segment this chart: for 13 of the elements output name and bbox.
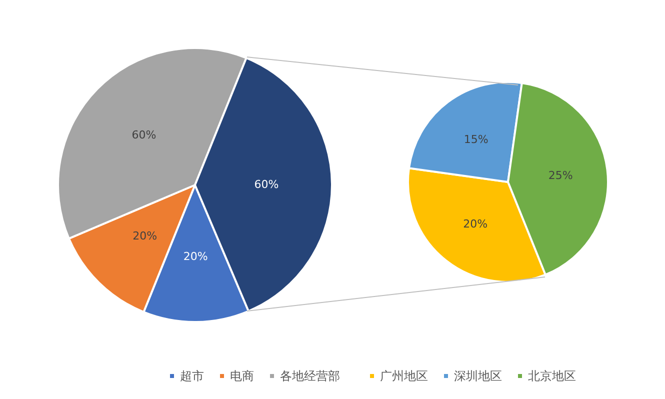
legend-label: 电商	[230, 369, 254, 383]
data-label: 25%	[548, 169, 573, 182]
legend-label: 各地经营部	[280, 369, 340, 383]
data-label: 15%	[464, 133, 488, 146]
data-label: 60%	[254, 178, 279, 191]
legend-label: 深圳地区	[454, 369, 502, 383]
legend-label: 北京地区	[528, 369, 576, 383]
data-label: 20%	[183, 250, 208, 263]
legend-label: 超市	[180, 369, 204, 383]
data-label: 20%	[132, 229, 158, 242]
data-label: 20%	[463, 217, 488, 230]
data-label: 60%	[132, 128, 156, 142]
legend-label: 广州地区	[380, 369, 428, 383]
